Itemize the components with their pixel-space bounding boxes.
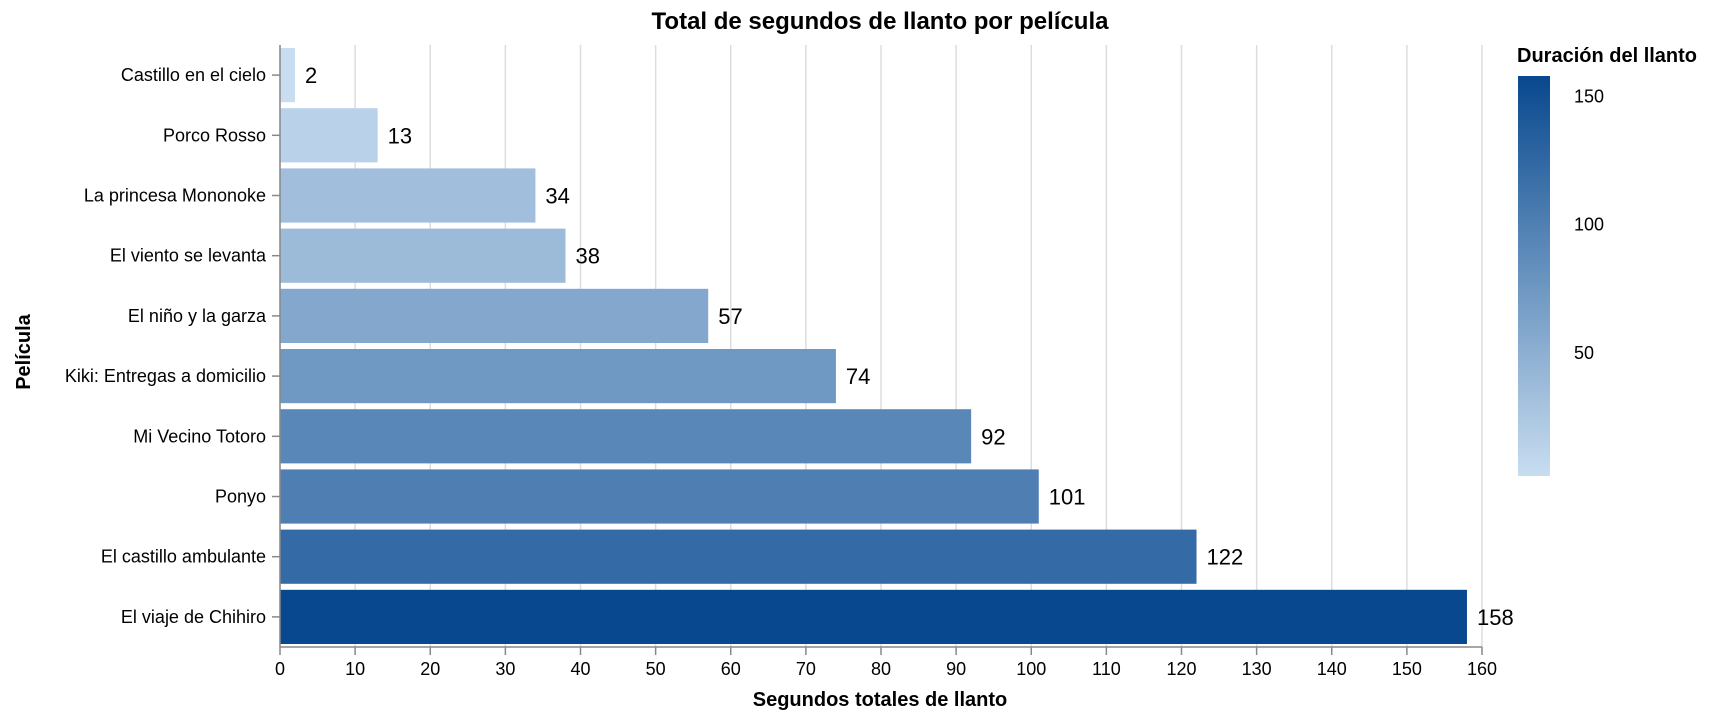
bar xyxy=(280,589,1467,644)
y-tick-label: El viaje de Chihiro xyxy=(121,607,266,627)
y-tick-label: El castillo ambulante xyxy=(101,547,266,567)
bar xyxy=(280,349,836,404)
y-tick-label: El viento se levanta xyxy=(110,246,267,266)
y-tick-label: Kiki: Entregas a domicilio xyxy=(65,366,266,386)
x-tick-label: 80 xyxy=(871,659,891,679)
y-axis-title: Película xyxy=(13,313,35,389)
axes: Castillo en el cielo Porco Rosso La prince… xyxy=(65,45,1497,679)
y-tick-label: El niño y la garza xyxy=(128,306,267,326)
x-tick-label: 20 xyxy=(420,659,440,679)
bars: 2 13 34 38 57 74 92 101 122 158 xyxy=(280,48,1514,644)
y-tick-label: Castillo en el cielo xyxy=(121,65,266,85)
x-tick-label: 50 xyxy=(646,659,666,679)
x-tick-label: 10 xyxy=(345,659,365,679)
bar xyxy=(280,228,566,283)
data-label: 101 xyxy=(1049,485,1086,510)
x-tick-label: 100 xyxy=(1016,659,1046,679)
legend-tick-label: 150 xyxy=(1574,87,1604,107)
y-tick-label: Porco Rosso xyxy=(163,125,266,145)
x-tick-label: 0 xyxy=(275,659,285,679)
x-tick-label: 70 xyxy=(796,659,816,679)
color-legend: Duración del llanto 50 100 150 xyxy=(1517,45,1697,476)
x-tick-label: 130 xyxy=(1242,659,1272,679)
bar xyxy=(280,469,1039,524)
x-tick-label: 140 xyxy=(1317,659,1347,679)
data-label: 13 xyxy=(388,123,412,148)
legend-tick-label: 100 xyxy=(1574,215,1604,235)
x-tick-label: 30 xyxy=(495,659,515,679)
y-tick-label: La princesa Mononoke xyxy=(84,186,266,206)
y-tick-label: Ponyo xyxy=(215,487,266,507)
data-label: 34 xyxy=(545,184,569,209)
x-tick-label: 110 xyxy=(1092,659,1121,679)
x-tick-label: 150 xyxy=(1392,659,1422,679)
data-label: 158 xyxy=(1477,605,1514,630)
data-label: 122 xyxy=(1207,545,1244,570)
data-label: 74 xyxy=(846,364,870,389)
legend-tick-label: 50 xyxy=(1574,343,1594,363)
x-axis-title: Segundos totales de llanto xyxy=(753,689,1007,711)
data-label: 38 xyxy=(575,244,599,269)
x-tick-label: 60 xyxy=(721,659,741,679)
bar xyxy=(280,168,536,223)
data-label: 57 xyxy=(718,304,742,329)
bar xyxy=(280,288,709,343)
x-tick-label: 120 xyxy=(1166,659,1196,679)
bar xyxy=(280,48,296,103)
legend-title: Duración del llanto xyxy=(1517,45,1697,67)
bar xyxy=(280,409,972,464)
x-tick-label: 90 xyxy=(946,659,966,679)
chart-title: Total de segundos de llanto por película xyxy=(652,8,1110,35)
bar xyxy=(280,108,378,163)
legend-gradient xyxy=(1518,76,1550,476)
x-tick-label: 160 xyxy=(1467,659,1497,679)
bar xyxy=(280,529,1197,584)
data-label: 2 xyxy=(305,63,317,88)
data-label: 92 xyxy=(981,424,1005,449)
y-tick-label: Mi Vecino Totoro xyxy=(133,426,266,446)
x-tick-label: 40 xyxy=(570,659,590,679)
